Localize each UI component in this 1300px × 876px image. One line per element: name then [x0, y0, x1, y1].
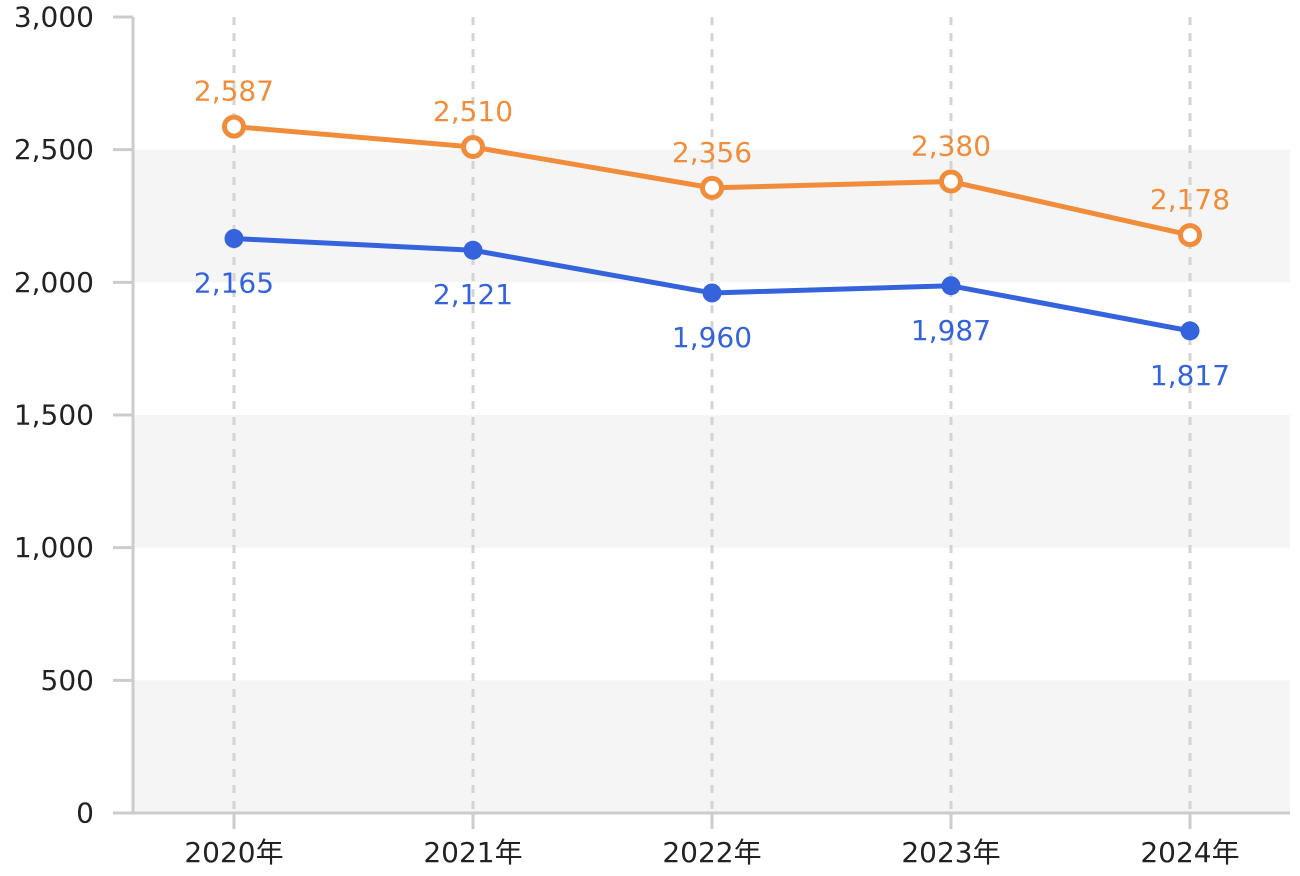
x-tick-label: 2020年 — [184, 836, 283, 869]
data-point — [461, 135, 485, 160]
data-label: 1,987 — [911, 314, 991, 347]
data-point — [1180, 321, 1200, 341]
data-label: 2,178 — [1150, 183, 1230, 216]
data-point — [941, 276, 961, 296]
data-label: 2,121 — [433, 278, 513, 311]
y-axis-ticks: 0 500 1,000 1,500 2,000 2,500 3,000 — [14, 1, 133, 830]
data-label: 2,165 — [194, 267, 274, 300]
data-label: 2,380 — [911, 130, 991, 163]
y-tick-label: 3,000 — [14, 1, 94, 34]
data-label: 1,817 — [1150, 359, 1230, 392]
y-tick-label: 2,500 — [14, 133, 94, 166]
data-point — [939, 169, 963, 194]
x-tick-label: 2021年 — [423, 836, 522, 869]
y-tick-label: 500 — [41, 664, 94, 697]
data-label: 2,510 — [433, 95, 513, 128]
data-label: 2,587 — [194, 75, 274, 108]
grid-band — [133, 680, 1290, 813]
y-tick-label: 2,000 — [14, 266, 94, 299]
y-tick-label: 0 — [76, 797, 94, 830]
data-point — [1178, 223, 1202, 248]
x-axis-ticks: 2020年 2021年 2022年 2023年 2024年 — [184, 813, 1240, 869]
y-tick-label: 1,000 — [14, 531, 94, 564]
y-tick-label: 1,500 — [14, 399, 94, 432]
series-1: 2,587 2,510 2,356 2,380 2,178 — [194, 75, 1230, 248]
data-point — [224, 229, 244, 249]
data-label: 2,356 — [672, 136, 752, 169]
data-point — [222, 114, 246, 139]
x-tick-label: 2022年 — [662, 836, 761, 869]
x-tick-label: 2023年 — [901, 836, 1000, 869]
data-point — [702, 283, 722, 303]
series-2: 2,165 2,121 1,960 1,987 1,817 — [194, 229, 1230, 392]
data-label: 1,960 — [672, 321, 752, 354]
data-point — [700, 175, 724, 200]
data-point — [463, 240, 483, 260]
x-tick-label: 2024年 — [1140, 836, 1239, 869]
series-group: 2,587 2,510 2,356 2,380 2,178 2,165 2,121 1,960… — [194, 75, 1230, 392]
